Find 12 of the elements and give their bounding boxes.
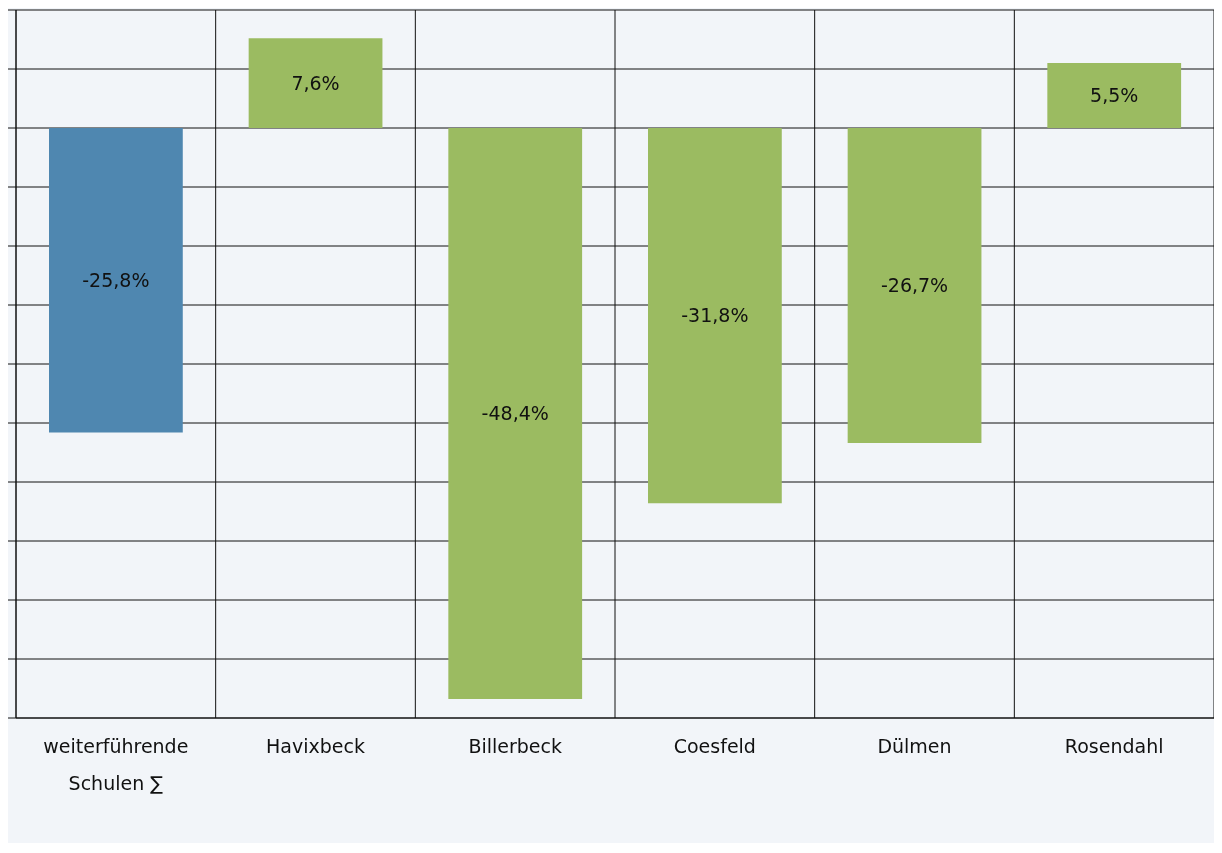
x-tick-label: Dülmen xyxy=(877,735,952,758)
x-tick-label: Billerbeck xyxy=(468,735,562,758)
data-label: -25,8% xyxy=(82,268,150,291)
x-tick-label: Rosendahl xyxy=(1064,735,1164,758)
data-label: -31,8% xyxy=(681,304,749,327)
data-label: -26,7% xyxy=(880,274,949,297)
x-tick-label: Havixbeck xyxy=(266,735,365,758)
x-tick-label: weiterführende Schulen ∑ xyxy=(43,735,189,795)
data-label: 5,5% xyxy=(1090,84,1139,107)
data-label: -48,4% xyxy=(481,402,549,425)
data-label: 7,6% xyxy=(291,71,340,94)
x-tick-label: Coesfeld xyxy=(673,735,756,758)
